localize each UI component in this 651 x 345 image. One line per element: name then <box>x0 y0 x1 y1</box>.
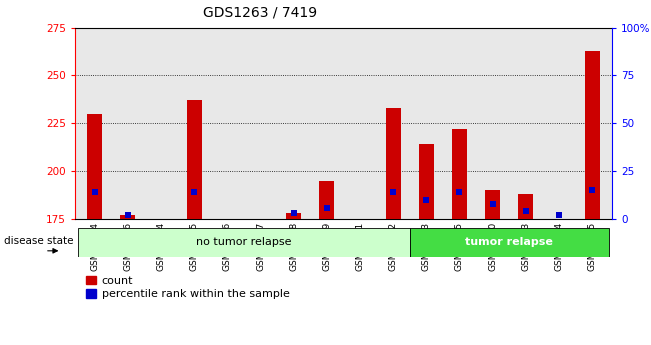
Bar <box>320 181 334 219</box>
Bar <box>518 194 533 219</box>
Bar <box>187 100 202 219</box>
Bar <box>452 129 467 219</box>
Bar <box>485 190 500 219</box>
Bar <box>585 51 600 219</box>
Text: GDS1263 / 7419: GDS1263 / 7419 <box>203 5 318 19</box>
Text: no tumor relapse: no tumor relapse <box>196 237 292 247</box>
Bar <box>120 215 135 219</box>
Text: tumor relapse: tumor relapse <box>465 237 553 247</box>
Bar <box>78 228 409 257</box>
Legend: count, percentile rank within the sample: count, percentile rank within the sample <box>82 271 294 304</box>
Bar <box>87 114 102 219</box>
Bar <box>419 145 434 219</box>
Bar <box>385 108 400 219</box>
Bar <box>286 213 301 219</box>
Text: disease state: disease state <box>4 237 74 246</box>
Bar <box>409 228 609 257</box>
